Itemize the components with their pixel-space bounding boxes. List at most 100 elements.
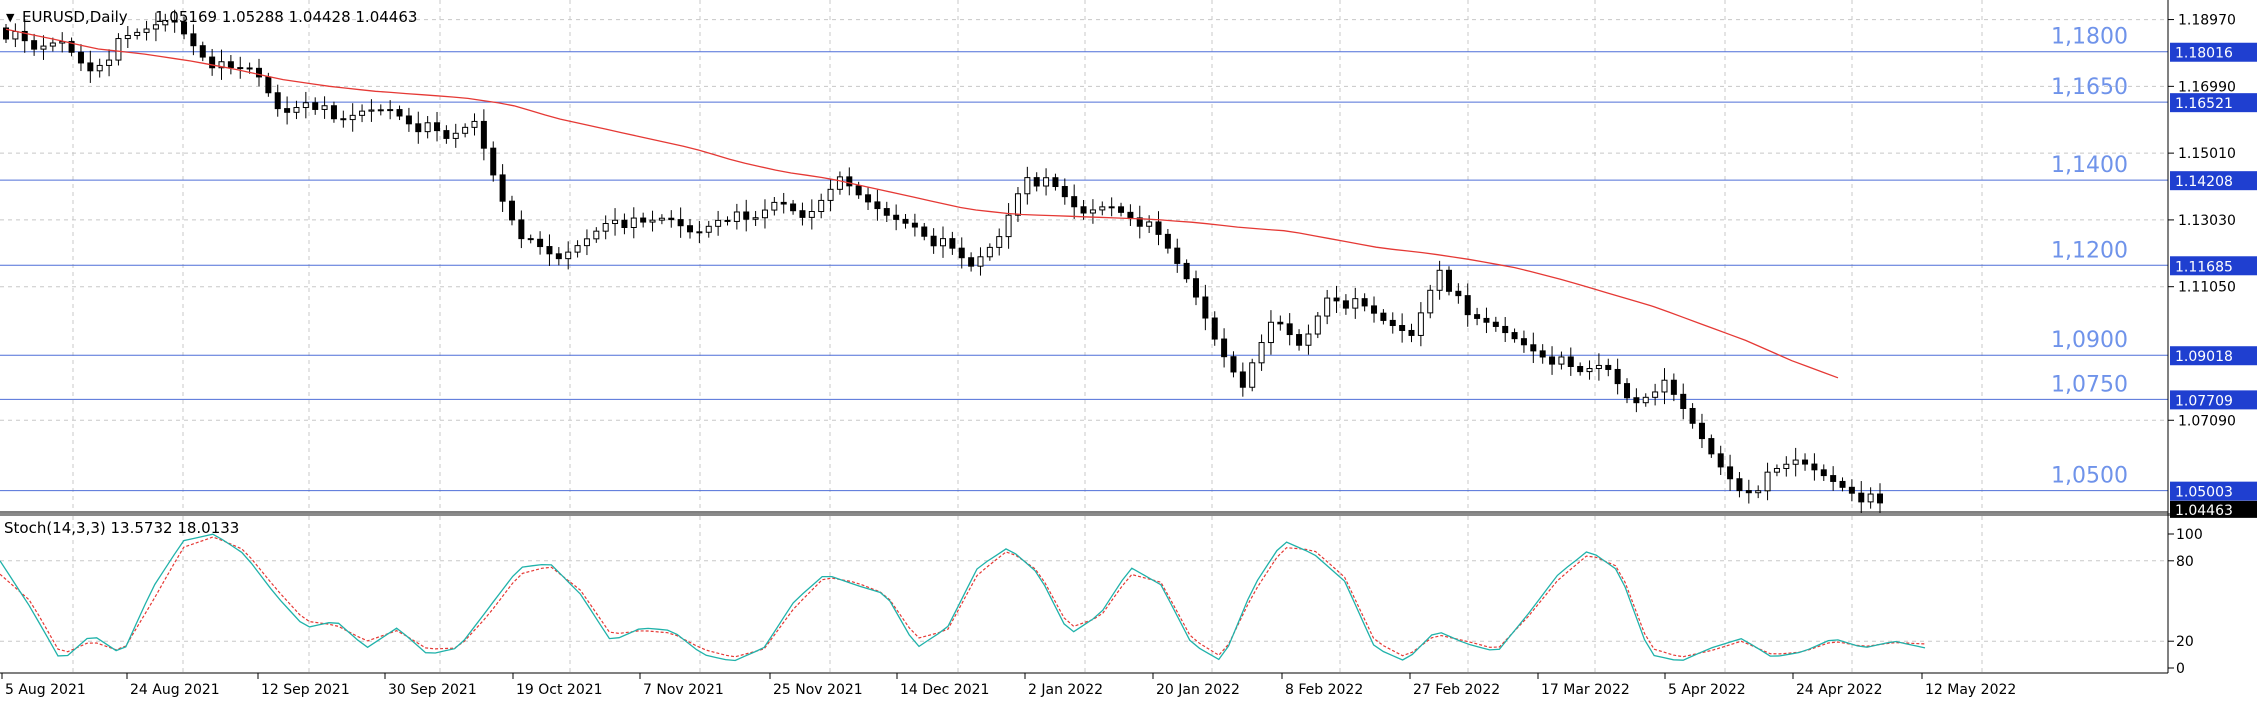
candle-body [424,122,431,133]
candle-body [1389,319,1396,327]
candle-body [1745,490,1752,494]
candle [677,207,684,238]
candle-body [1099,206,1106,211]
level-price-box-label: 1.11685 [2175,259,2233,275]
candle-body [1633,397,1640,404]
candle [1061,178,1068,205]
horizontal-levels[interactable] [0,51,2168,492]
candle-body [565,251,572,260]
candle [508,195,515,226]
candle [827,178,834,212]
candle-body [359,110,366,116]
candle-body [1727,466,1734,480]
candle-body [115,38,122,61]
candle [1296,329,1303,351]
candle [171,9,178,33]
candle [377,104,384,116]
candle [1118,202,1125,217]
candle-body [443,130,450,139]
candle [1352,287,1359,319]
candle-body [1802,459,1809,465]
level-price-box [2170,390,2257,410]
candle-body [1324,297,1331,317]
candle-body [1108,206,1115,209]
candle-body [190,33,197,47]
candle [321,96,328,119]
candle [537,231,544,255]
candle [1848,479,1855,502]
candle [284,96,291,125]
candle [1314,311,1321,339]
candle-body [696,231,703,234]
stoch-tick-label: 0 [2176,661,2185,677]
candle [996,228,1003,256]
candle [1014,187,1021,222]
candle-body [1249,362,1256,388]
candle [115,33,122,66]
candle-body [237,67,244,70]
candle [387,100,394,120]
candle [705,220,712,238]
candle-body [1258,342,1265,364]
dropdown-arrow-icon[interactable]: ▼ [6,11,15,24]
candle [1539,344,1546,364]
time-axis: 5 Aug 2021 24 Aug 2021 12 Sep 2021 30 Sep 2… [1,673,2016,698]
candle-body [1811,463,1818,471]
candle-body [1848,486,1855,494]
candle [1661,368,1668,405]
candle-body [986,246,993,258]
candle [1024,166,1031,205]
candle-body [1773,467,1780,473]
candle [1211,311,1218,346]
candle-body [799,210,806,218]
candle-body [1267,321,1274,344]
candle [1558,351,1565,370]
candle-body [1371,305,1378,314]
candle-body [1867,493,1874,503]
candle [31,33,38,56]
candle [1867,487,1874,509]
candle [415,111,422,144]
candle [1633,388,1640,413]
level-price-box-label: 1.18016 [2175,46,2233,62]
candle-body [1305,333,1312,346]
candle [1492,316,1499,332]
price-tick-label: 1.18970 [2178,13,2236,29]
candle-body [1436,269,1443,291]
candle-body [171,20,178,23]
candle [68,37,75,57]
candle-body [1427,289,1434,314]
candle-body [537,238,544,248]
candle-body [274,92,281,110]
level-labels: 1,1800 1,1650 1,1400 1,1200 1,0900 1,0750 1,05… [2051,25,2128,489]
candle-body [1314,315,1321,335]
candle-body [940,238,946,247]
candle [1680,383,1687,420]
candle [1567,347,1574,376]
candle [1858,481,1865,515]
stoch-tick-label: 20 [2176,634,2194,650]
candle-body [1717,453,1724,468]
candle-body [874,201,881,210]
candle [1577,362,1584,376]
time-tick-label: 25 Nov 2021 [773,682,863,698]
candle-body [1549,356,1556,365]
candle-body [846,176,853,187]
stoch-main-line [0,533,1926,662]
candle-body [480,120,487,149]
pane-separator[interactable] [0,513,2257,516]
candle [293,100,300,120]
candle [583,229,590,256]
candle-body [1043,177,1050,187]
candle [405,107,412,132]
candle [1464,283,1471,327]
candle-body [1033,177,1040,187]
candle [696,221,703,244]
candle-body [284,108,291,113]
candle-body [134,31,141,36]
candle-body [752,217,759,220]
time-tick-label: 2 Jan 2022 [1028,682,1103,698]
candle-body [68,41,75,53]
candle [1520,330,1527,353]
